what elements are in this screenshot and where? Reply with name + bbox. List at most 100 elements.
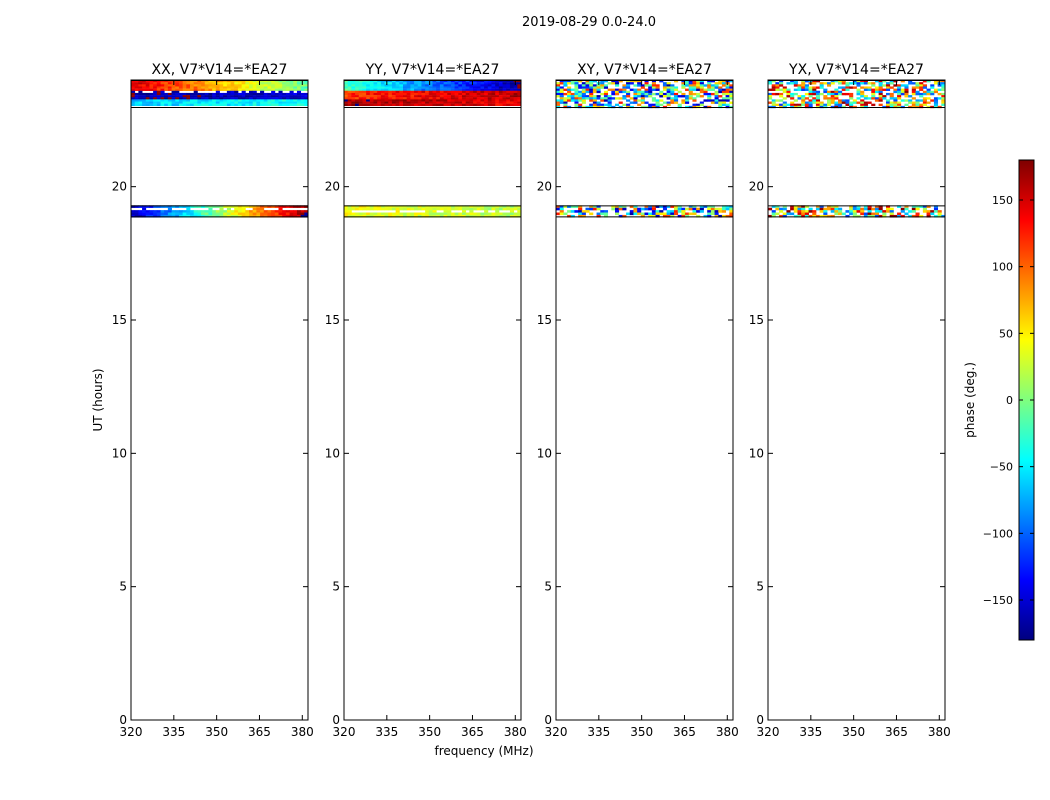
heatmap-cell [487, 97, 492, 100]
heatmap-cell [830, 210, 835, 213]
heatmap-cell [156, 99, 161, 102]
heatmap-cell [234, 210, 239, 213]
heatmap-cell [131, 86, 136, 89]
heatmap-cell [852, 80, 857, 83]
heatmap-cell [160, 214, 165, 218]
x-tick-label: 365 [248, 725, 271, 739]
heatmap-cell [234, 205, 239, 208]
heatmap-cell [830, 207, 835, 211]
heatmap-cell [204, 88, 209, 91]
heatmap-cell [607, 95, 612, 98]
heatmap-cell [406, 88, 411, 91]
heatmap-cell [659, 80, 664, 83]
heatmap-cell [688, 88, 693, 91]
heatmap-cell [911, 82, 916, 85]
heatmap-cell [369, 95, 374, 98]
heatmap-cell [618, 97, 623, 100]
heatmap-cell [347, 84, 352, 87]
panel-title: YX, V7*V14=*EA27 [788, 62, 924, 78]
heatmap-cell [823, 212, 828, 216]
heatmap-cell [285, 84, 290, 87]
heatmap-cell [421, 95, 426, 98]
heatmap-cell [300, 205, 305, 208]
heatmap-cell [775, 205, 780, 208]
heatmap-cell [714, 86, 719, 89]
heatmap-cell [644, 101, 649, 104]
heatmap-cell [197, 84, 202, 87]
colorbar-tick-label: −150 [983, 594, 1013, 607]
heatmap-cell [933, 214, 939, 218]
heatmap-cell [476, 88, 481, 91]
heatmap-cell [797, 210, 802, 213]
heatmap-cell [725, 207, 730, 211]
heatmap-cell [201, 86, 206, 89]
heatmap-cell [804, 210, 809, 213]
heatmap-cell [484, 205, 489, 208]
heatmap-cell [567, 205, 572, 208]
heatmap-cell [197, 210, 202, 213]
heatmap-cell [797, 214, 802, 218]
heatmap-cell [476, 212, 481, 216]
heatmap-cell [556, 88, 561, 91]
heatmap-cell [768, 80, 773, 83]
heatmap-cell [190, 86, 195, 89]
heatmap-cell [178, 210, 184, 213]
heatmap-cell [274, 212, 279, 216]
heatmap-cell [219, 88, 224, 91]
heatmap-cell [823, 95, 828, 98]
heatmap-cell [603, 84, 609, 87]
heatmap-cell [399, 84, 404, 87]
heatmap-cell [403, 212, 408, 216]
heatmap-cell [436, 97, 441, 100]
heatmap-cell [304, 80, 309, 83]
heatmap-cell [804, 101, 809, 104]
heatmap-cell [186, 82, 191, 85]
heatmap-cell [513, 207, 518, 211]
heatmap-cell [725, 99, 730, 102]
heatmap-cell [615, 210, 620, 213]
heatmap-cell [804, 103, 809, 107]
heatmap-cell [245, 88, 250, 91]
heatmap-cell [615, 92, 620, 96]
heatmap-cell [344, 80, 349, 83]
heatmap-cell [618, 214, 623, 218]
heatmap-cell [513, 88, 518, 91]
heatmap-cell [160, 99, 165, 102]
heatmap-cell [506, 92, 511, 96]
heatmap-cell [662, 84, 668, 87]
y-tick-label: 10 [325, 446, 340, 460]
heatmap-cell [506, 80, 511, 83]
heatmap-cell [443, 88, 448, 91]
heatmap-cell [142, 95, 147, 98]
heatmap-cell [871, 103, 876, 107]
heatmap-cell [454, 97, 459, 100]
heatmap-cell [226, 103, 231, 107]
heatmap-cell [178, 212, 184, 216]
heatmap-cell [208, 212, 213, 216]
heatmap-cell [926, 88, 931, 91]
heatmap-cell [867, 205, 872, 208]
heatmap-cell [930, 92, 935, 96]
heatmap-cell [823, 210, 828, 213]
heatmap-cell [245, 95, 250, 98]
heatmap-cell [417, 86, 422, 89]
heatmap-cell [629, 88, 634, 91]
heatmap-cell [897, 92, 902, 96]
heatmap-cell [293, 101, 298, 104]
heatmap-cell [771, 84, 776, 87]
heatmap-cell [615, 88, 620, 91]
heatmap-cell [399, 103, 404, 107]
heatmap-cell [893, 88, 898, 91]
heatmap-cell [808, 88, 813, 91]
heatmap-cell [252, 80, 257, 83]
heatmap-cell [377, 103, 382, 107]
heatmap-cell [175, 205, 180, 208]
heatmap-cell [685, 214, 690, 218]
heatmap-cell [425, 99, 430, 102]
heatmap-cell [355, 205, 360, 208]
heatmap-cell [149, 101, 154, 104]
heatmap-cell [498, 214, 503, 218]
x-tick-label: 380 [504, 725, 527, 739]
heatmap-cell [384, 97, 389, 100]
heatmap-cell [458, 214, 463, 218]
